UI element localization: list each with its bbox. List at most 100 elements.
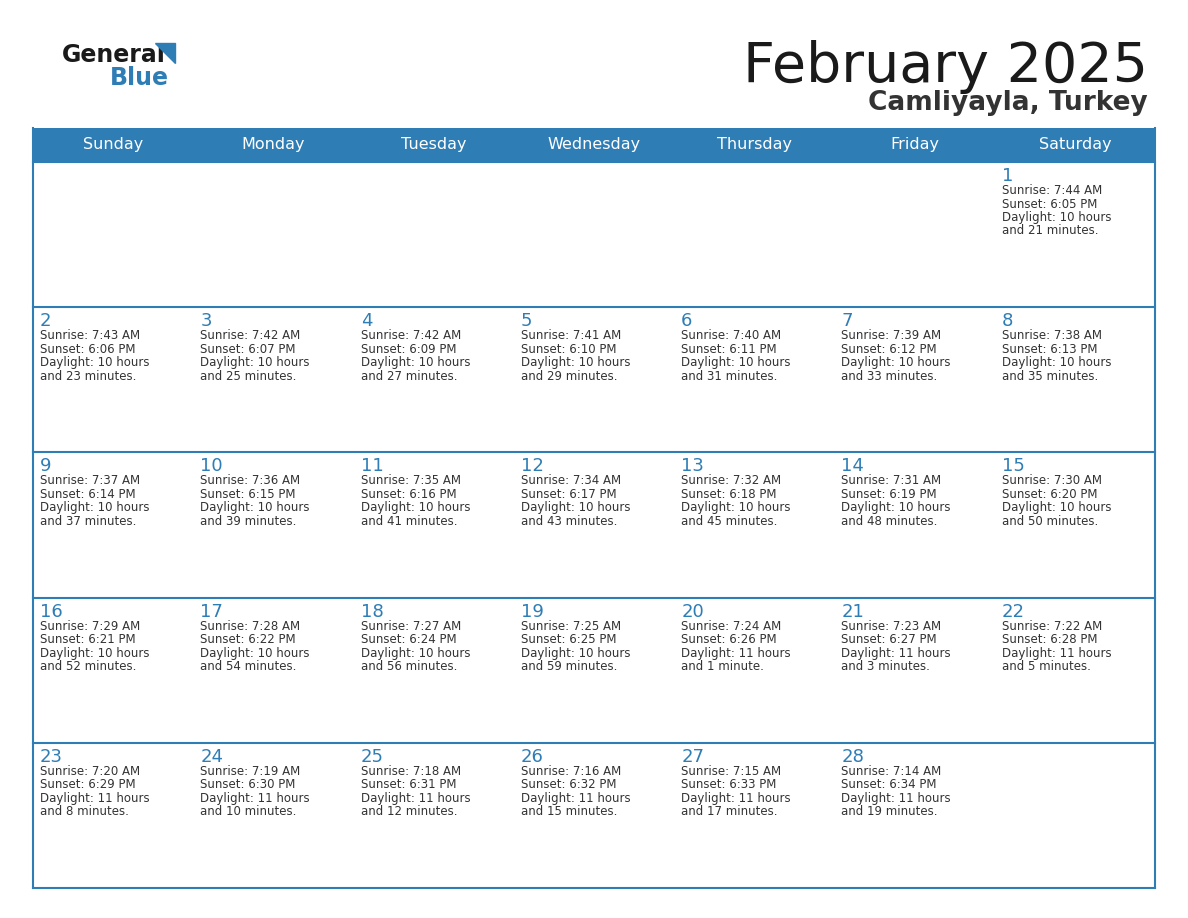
Text: Daylight: 11 hours: Daylight: 11 hours <box>841 792 952 805</box>
Text: Sunrise: 7:44 AM: Sunrise: 7:44 AM <box>1001 184 1102 197</box>
Text: Sunrise: 7:16 AM: Sunrise: 7:16 AM <box>520 765 621 778</box>
Text: Sunset: 6:10 PM: Sunset: 6:10 PM <box>520 342 617 355</box>
Text: Daylight: 10 hours: Daylight: 10 hours <box>201 356 310 369</box>
Bar <box>33 308 194 453</box>
Bar <box>514 308 674 453</box>
Text: Daylight: 11 hours: Daylight: 11 hours <box>40 792 150 805</box>
Bar <box>834 453 994 598</box>
Text: and 17 minutes.: and 17 minutes. <box>681 805 778 818</box>
Text: Daylight: 11 hours: Daylight: 11 hours <box>361 792 470 805</box>
Bar <box>194 743 354 888</box>
Bar <box>514 598 674 743</box>
Text: Sunrise: 7:32 AM: Sunrise: 7:32 AM <box>681 475 782 487</box>
Text: Sunset: 6:11 PM: Sunset: 6:11 PM <box>681 342 777 355</box>
Bar <box>194 308 354 453</box>
Text: 3: 3 <box>201 312 211 330</box>
Text: Blue: Blue <box>110 66 169 90</box>
Text: 7: 7 <box>841 312 853 330</box>
Text: 13: 13 <box>681 457 704 476</box>
Text: Daylight: 10 hours: Daylight: 10 hours <box>361 646 470 660</box>
Bar <box>834 598 994 743</box>
Text: 6: 6 <box>681 312 693 330</box>
Text: Daylight: 10 hours: Daylight: 10 hours <box>361 501 470 514</box>
Text: Sunrise: 7:31 AM: Sunrise: 7:31 AM <box>841 475 942 487</box>
Text: Daylight: 10 hours: Daylight: 10 hours <box>361 356 470 369</box>
Text: February 2025: February 2025 <box>742 40 1148 94</box>
Bar <box>33 128 1155 162</box>
Text: Sunrise: 7:27 AM: Sunrise: 7:27 AM <box>361 620 461 633</box>
Bar <box>674 308 834 453</box>
Text: Sunset: 6:27 PM: Sunset: 6:27 PM <box>841 633 937 646</box>
Polygon shape <box>154 43 175 63</box>
Text: Sunrise: 7:40 AM: Sunrise: 7:40 AM <box>681 330 782 342</box>
Text: 28: 28 <box>841 748 865 766</box>
Text: Daylight: 11 hours: Daylight: 11 hours <box>681 646 791 660</box>
Bar <box>194 453 354 598</box>
Text: Sunrise: 7:20 AM: Sunrise: 7:20 AM <box>40 765 140 778</box>
Text: 17: 17 <box>201 602 223 621</box>
Bar <box>514 743 674 888</box>
Bar <box>994 162 1155 308</box>
Text: and 37 minutes.: and 37 minutes. <box>40 515 137 528</box>
Text: Sunrise: 7:22 AM: Sunrise: 7:22 AM <box>1001 620 1102 633</box>
Text: Sunset: 6:22 PM: Sunset: 6:22 PM <box>201 633 296 646</box>
Text: and 12 minutes.: and 12 minutes. <box>361 805 457 818</box>
Text: 24: 24 <box>201 748 223 766</box>
Bar <box>194 162 354 308</box>
Text: 18: 18 <box>361 602 384 621</box>
Bar <box>354 308 514 453</box>
Text: and 21 minutes.: and 21 minutes. <box>1001 225 1098 238</box>
Text: Sunrise: 7:36 AM: Sunrise: 7:36 AM <box>201 475 301 487</box>
Text: and 33 minutes.: and 33 minutes. <box>841 370 937 383</box>
Text: Sunset: 6:24 PM: Sunset: 6:24 PM <box>361 633 456 646</box>
Text: and 5 minutes.: and 5 minutes. <box>1001 660 1091 673</box>
Text: Sunrise: 7:39 AM: Sunrise: 7:39 AM <box>841 330 942 342</box>
Text: Daylight: 10 hours: Daylight: 10 hours <box>40 356 150 369</box>
Text: Sunset: 6:25 PM: Sunset: 6:25 PM <box>520 633 617 646</box>
Bar <box>354 162 514 308</box>
Text: Sunset: 6:26 PM: Sunset: 6:26 PM <box>681 633 777 646</box>
Text: and 43 minutes.: and 43 minutes. <box>520 515 618 528</box>
Text: Saturday: Saturday <box>1038 138 1111 152</box>
Text: Wednesday: Wednesday <box>548 138 640 152</box>
Text: and 35 minutes.: and 35 minutes. <box>1001 370 1098 383</box>
Text: Sunset: 6:21 PM: Sunset: 6:21 PM <box>40 633 135 646</box>
Text: 1: 1 <box>1001 167 1013 185</box>
Text: and 59 minutes.: and 59 minutes. <box>520 660 618 673</box>
Text: Sunrise: 7:42 AM: Sunrise: 7:42 AM <box>201 330 301 342</box>
Text: Daylight: 10 hours: Daylight: 10 hours <box>681 356 791 369</box>
Text: Sunset: 6:09 PM: Sunset: 6:09 PM <box>361 342 456 355</box>
Bar <box>994 743 1155 888</box>
Text: Sunrise: 7:37 AM: Sunrise: 7:37 AM <box>40 475 140 487</box>
Bar <box>514 453 674 598</box>
Text: and 48 minutes.: and 48 minutes. <box>841 515 937 528</box>
Text: Sunset: 6:18 PM: Sunset: 6:18 PM <box>681 487 777 501</box>
Bar <box>33 598 194 743</box>
Text: and 27 minutes.: and 27 minutes. <box>361 370 457 383</box>
Bar <box>33 162 194 308</box>
Text: Daylight: 11 hours: Daylight: 11 hours <box>681 792 791 805</box>
Text: and 56 minutes.: and 56 minutes. <box>361 660 457 673</box>
Text: and 52 minutes.: and 52 minutes. <box>40 660 137 673</box>
Bar <box>834 308 994 453</box>
Text: and 50 minutes.: and 50 minutes. <box>1001 515 1098 528</box>
Text: Sunrise: 7:18 AM: Sunrise: 7:18 AM <box>361 765 461 778</box>
Text: Sunrise: 7:43 AM: Sunrise: 7:43 AM <box>40 330 140 342</box>
Text: Sunset: 6:05 PM: Sunset: 6:05 PM <box>1001 197 1097 210</box>
Text: Sunset: 6:30 PM: Sunset: 6:30 PM <box>201 778 296 791</box>
Text: and 1 minute.: and 1 minute. <box>681 660 764 673</box>
Text: Thursday: Thursday <box>716 138 791 152</box>
Text: Sunset: 6:06 PM: Sunset: 6:06 PM <box>40 342 135 355</box>
Text: Daylight: 11 hours: Daylight: 11 hours <box>841 646 952 660</box>
Text: Daylight: 11 hours: Daylight: 11 hours <box>520 792 631 805</box>
Text: Daylight: 11 hours: Daylight: 11 hours <box>1001 646 1111 660</box>
Text: 27: 27 <box>681 748 704 766</box>
Text: Sunrise: 7:23 AM: Sunrise: 7:23 AM <box>841 620 942 633</box>
Text: Sunset: 6:07 PM: Sunset: 6:07 PM <box>201 342 296 355</box>
Text: 4: 4 <box>361 312 372 330</box>
Text: Sunset: 6:13 PM: Sunset: 6:13 PM <box>1001 342 1098 355</box>
Text: 16: 16 <box>40 602 63 621</box>
Text: Sunrise: 7:41 AM: Sunrise: 7:41 AM <box>520 330 621 342</box>
Text: and 23 minutes.: and 23 minutes. <box>40 370 137 383</box>
Text: and 19 minutes.: and 19 minutes. <box>841 805 939 818</box>
